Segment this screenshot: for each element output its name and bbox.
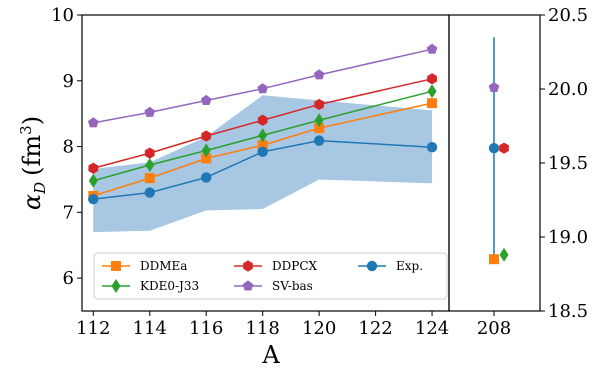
data-point-exp <box>313 135 325 146</box>
data-point-208-sv-bas <box>488 81 500 93</box>
data-point-exp <box>257 146 268 158</box>
data-point-208-exp <box>488 143 500 154</box>
legend-label: KDE0-J33 <box>140 279 199 293</box>
legend-label: Exp. <box>396 259 423 273</box>
legend-marker-sv-bas <box>242 280 254 291</box>
data-point-208-ddpcx <box>499 142 509 154</box>
x-tick-label: 122 <box>358 318 392 339</box>
legend-marker-ddpcx <box>243 260 253 272</box>
y2-tick-label: 19.5 <box>548 153 588 174</box>
legend: DDMEa KDE0-J33 DDPCX SV-bas Exp. <box>93 252 448 300</box>
data-point-208-kde0-j33 <box>499 247 509 262</box>
right-panel: 208 18.5 19.0 19.5 20.0 20.5 <box>448 5 588 339</box>
y-tick-label: 7 <box>63 202 74 223</box>
y-axis-title: αD (fm3) <box>17 116 49 210</box>
data-point-kde0-j33 <box>88 173 98 188</box>
data-point-exp <box>426 142 438 153</box>
data-point-sv-bas <box>426 43 438 54</box>
x-tick-label: 114 <box>133 318 167 339</box>
legend-item-ddpcx: DDPCX <box>234 259 317 273</box>
y-axis-symbol: α <box>18 194 46 210</box>
legend-marker-ddmea <box>111 261 121 271</box>
y2-tick-label: 19.0 <box>548 227 588 248</box>
band-layer <box>93 95 433 233</box>
legend-item-kde0-j33: KDE0-J33 <box>102 279 199 293</box>
data-point-sv-bas <box>200 94 212 106</box>
series-line-sv-bas <box>93 48 433 124</box>
y-axis-unit-superscript: 3 <box>17 125 35 135</box>
data-point-ddmea <box>144 173 155 184</box>
x-tick-label: 120 <box>302 318 336 339</box>
y-tick-label: 10 <box>51 5 74 26</box>
data-point-ddmea <box>201 153 212 164</box>
y-axis-unit: (fm <box>18 135 46 176</box>
left-ticks: 112 114 116 118 120 122 124 6 7 8 9 10 <box>51 5 449 339</box>
data-point-kde0-j33 <box>201 143 211 158</box>
y2-tick-label: 20.5 <box>548 5 588 26</box>
series-exp <box>88 135 438 205</box>
left-panel: 112 114 116 118 120 122 124 6 7 8 9 10 <box>51 5 450 339</box>
data-point-ddpcx <box>144 147 155 159</box>
series-line-ddpcx <box>93 78 433 169</box>
legend-marker-kde0-j33 <box>111 279 121 293</box>
y2-tick-label: 18.5 <box>548 301 588 322</box>
data-point-exp <box>144 187 155 198</box>
x-tick-label: 124 <box>415 318 449 339</box>
data-point-ddpcx <box>427 73 437 85</box>
y-tick-label: 6 <box>63 268 74 289</box>
x-axis-title: A <box>261 341 280 369</box>
y-axis-unit-close: ) <box>18 116 46 125</box>
x-tick-label: 118 <box>245 318 279 339</box>
data-point-ddmea <box>314 123 325 134</box>
legend-label: DDMEa <box>140 259 187 273</box>
x-tick-label: 112 <box>76 318 110 339</box>
data-point-exp <box>201 172 212 183</box>
series-layer <box>87 43 438 205</box>
y-tick-label: 9 <box>63 71 74 92</box>
series-sv-bas <box>87 43 438 128</box>
data-point-sv-bas <box>257 83 268 94</box>
series-ddpcx <box>88 73 437 174</box>
data-point-ddmea <box>427 98 438 109</box>
uncertainty-band <box>93 95 433 233</box>
x-tick-label: 116 <box>189 318 223 339</box>
data-point-sv-bas <box>313 69 325 80</box>
data-point-kde0-j33 <box>314 113 324 128</box>
data-point-ddpcx <box>314 98 324 111</box>
y-axis-subscript: D <box>31 182 49 195</box>
data-point-exp <box>88 193 99 205</box>
y-tick-label: 8 <box>63 137 74 158</box>
legend-item-ddmea: DDMEa <box>102 259 187 273</box>
legend-item-sv-bas: SV-bas <box>234 279 313 293</box>
y2-tick-label: 20.0 <box>548 79 588 100</box>
data-point-kde0-j33 <box>258 128 268 143</box>
data-point-208-ddmea <box>489 254 499 265</box>
series-line-exp <box>93 139 433 200</box>
data-point-sv-bas <box>87 117 99 128</box>
data-point-ddpcx <box>257 114 268 126</box>
data-point-kde0-j33 <box>427 84 437 99</box>
legend-label: SV-bas <box>272 279 313 293</box>
legend-item-exp: Exp. <box>358 259 423 273</box>
right-points-layer <box>488 37 509 265</box>
legend-marker-exp <box>366 260 378 272</box>
series-line-kde0-j33 <box>93 90 433 182</box>
legend-label: DDPCX <box>272 259 317 273</box>
series-kde0-j33 <box>88 84 437 188</box>
data-point-ddpcx <box>201 130 212 142</box>
data-point-kde0-j33 <box>145 157 155 172</box>
right-plot-frame <box>448 14 541 312</box>
data-point-sv-bas <box>144 106 156 117</box>
right-ticks: 208 18.5 19.0 19.5 20.0 20.5 <box>477 5 588 339</box>
data-point-ddmea <box>257 140 268 151</box>
x-tick-label: 208 <box>477 318 511 339</box>
data-point-ddpcx <box>88 162 99 174</box>
series-line-ddmea <box>93 102 433 197</box>
legend-box <box>93 252 448 300</box>
